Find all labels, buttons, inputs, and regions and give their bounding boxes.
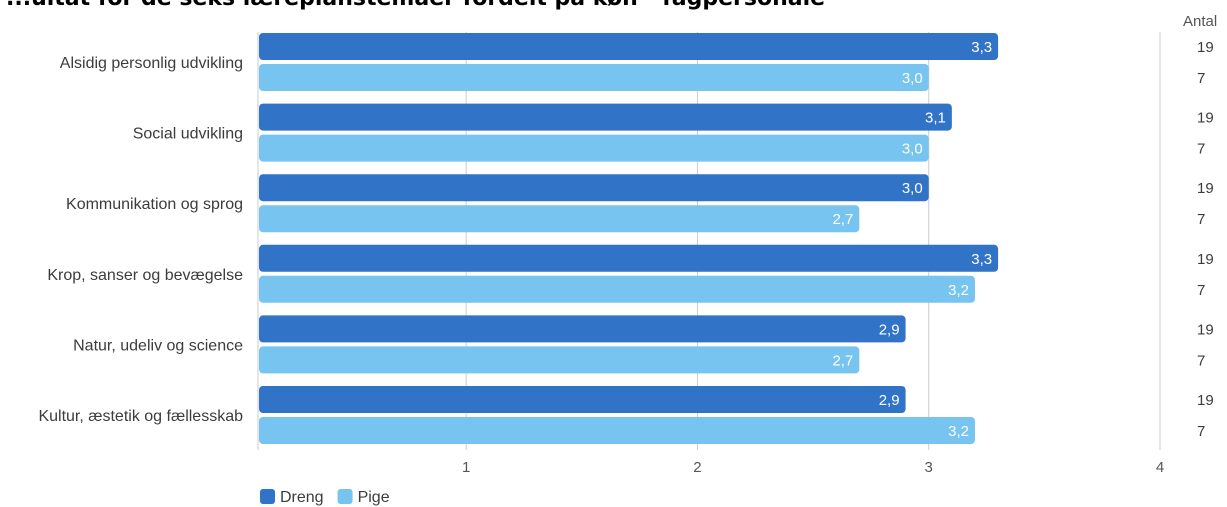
bar-value-label: 2,9 bbox=[879, 392, 900, 409]
x-tick-label: 2 bbox=[693, 459, 701, 476]
bar-value-label: 2,9 bbox=[879, 321, 900, 338]
bar-value-label: 3,2 bbox=[948, 282, 969, 299]
legend-swatch bbox=[337, 489, 353, 504]
count-value: 19 bbox=[1197, 39, 1214, 56]
bar-value-label: 3,3 bbox=[971, 39, 992, 56]
legend-label: Dreng bbox=[280, 489, 324, 506]
count-header: Antal bbox=[1183, 13, 1217, 30]
category-label: Natur, udeliv og science bbox=[73, 337, 243, 354]
bar bbox=[259, 64, 929, 91]
bars: 3,33,03,13,03,02,73,33,22,92,72,93,2 bbox=[259, 33, 999, 444]
counts-column: Antal 19 7 19 7 19 7 19 7 19 7 19 7 bbox=[1183, 13, 1217, 440]
bar bbox=[259, 205, 860, 233]
count-value: 7 bbox=[1197, 70, 1205, 87]
x-axis-ticks: 1 2 3 4 bbox=[462, 459, 1164, 476]
bar-value-label: 3,2 bbox=[948, 423, 969, 440]
x-tick-label: 1 bbox=[462, 459, 470, 476]
bar bbox=[259, 346, 860, 374]
bar bbox=[259, 174, 929, 202]
chart-title: ...ultat for de seks læreplanstemaer for… bbox=[6, 0, 825, 11]
category-label: Alsidig personlig udvikling bbox=[60, 55, 243, 72]
category-label: Krop, sanser og bevægelse bbox=[47, 267, 243, 284]
count-value: 19 bbox=[1197, 251, 1214, 268]
bar-value-label: 3,3 bbox=[971, 251, 992, 268]
count-value: 19 bbox=[1197, 321, 1214, 338]
legend-swatch bbox=[260, 489, 275, 504]
count-value: 7 bbox=[1197, 211, 1205, 228]
count-value: 19 bbox=[1197, 392, 1214, 409]
bar bbox=[259, 386, 906, 413]
category-label: Kultur, æstetik og fællesskab bbox=[38, 408, 243, 425]
bar bbox=[259, 103, 952, 131]
count-value: 7 bbox=[1197, 423, 1205, 440]
count-value: 19 bbox=[1197, 110, 1214, 127]
bar bbox=[259, 134, 929, 162]
bar bbox=[259, 315, 906, 343]
gridlines bbox=[257, 32, 1161, 450]
bar-value-label: 2,7 bbox=[832, 352, 853, 369]
count-value: 19 bbox=[1197, 180, 1214, 197]
category-label: Kommunikation og sprog bbox=[66, 196, 243, 213]
bar bbox=[259, 275, 975, 303]
bar bbox=[259, 417, 975, 444]
legend: Dreng Pige bbox=[260, 489, 390, 506]
bar-value-label: 3,0 bbox=[902, 141, 923, 158]
bar-value-label: 3,0 bbox=[902, 70, 923, 87]
category-label: Social udvikling bbox=[133, 126, 243, 143]
bar-value-label: 3,0 bbox=[902, 180, 923, 197]
category-labels: Alsidig personlig udvikling Social udvikl… bbox=[38, 55, 243, 425]
bar-value-label: 3,1 bbox=[925, 110, 946, 127]
count-value: 7 bbox=[1197, 141, 1205, 158]
bar bbox=[259, 244, 999, 272]
x-tick-label: 4 bbox=[1156, 459, 1164, 476]
bar-value-label: 2,7 bbox=[832, 211, 853, 228]
bar bbox=[259, 33, 999, 60]
legend-label: Pige bbox=[358, 489, 390, 506]
count-value: 7 bbox=[1197, 282, 1205, 299]
count-value: 7 bbox=[1197, 352, 1205, 369]
x-tick-label: 3 bbox=[925, 459, 933, 476]
